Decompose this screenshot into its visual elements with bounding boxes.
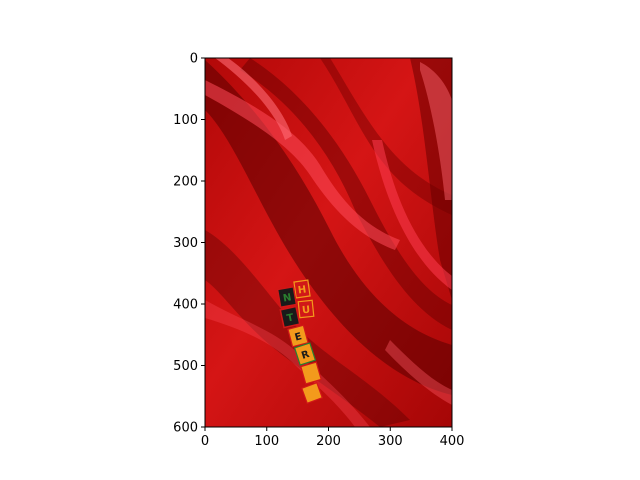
x-tick-label: 0 [201, 434, 209, 449]
tile-letter: T [286, 312, 295, 324]
letter-tiles: H U N T E R [276, 279, 324, 405]
x-tick-label: 400 [440, 434, 465, 449]
tile-letter: N [282, 292, 292, 304]
tile-letter: H [297, 284, 307, 296]
x-axis: 0 100 200 300 400 [201, 427, 465, 449]
y-tick-label: 400 [173, 298, 198, 313]
y-tick-label: 100 [173, 113, 198, 128]
y-tick-label: 0 [190, 52, 198, 67]
x-tick-label: 300 [378, 434, 403, 449]
y-tick-label: 500 [173, 359, 198, 374]
tile-letter: U [302, 305, 311, 317]
x-tick-label: 200 [316, 434, 341, 449]
tile-letter: R [300, 349, 311, 362]
y-tick-label: 200 [173, 175, 198, 190]
x-tick-label: 100 [254, 434, 279, 449]
tile-letter: E [294, 331, 304, 343]
y-axis: 0 100 200 300 400 500 600 [173, 52, 205, 436]
y-tick-label: 300 [173, 236, 198, 251]
fabric-image [205, 58, 452, 427]
y-tick-label: 600 [173, 421, 198, 436]
